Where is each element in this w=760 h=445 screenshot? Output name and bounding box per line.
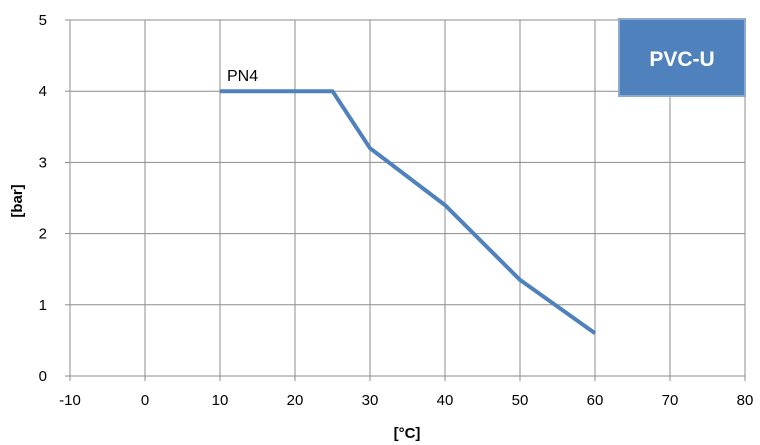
y-axis-title: [bar] — [9, 184, 26, 217]
series-labels: PN4 — [227, 68, 258, 85]
x-axis-title: [°C] — [394, 425, 421, 442]
x-tick-label: 50 — [512, 392, 529, 409]
y-tick-label: 0 — [39, 368, 47, 385]
y-tick-label: 5 — [39, 12, 47, 29]
x-tick-label: 20 — [287, 392, 304, 409]
y-tick-label: 3 — [39, 154, 47, 171]
x-tick-label: 60 — [587, 392, 604, 409]
series-line-pn4 — [220, 89, 597, 335]
material-badge-label: PVC-U — [649, 48, 714, 71]
x-tick-label: 70 — [662, 392, 679, 409]
material-badge: PVC-U — [618, 18, 746, 97]
series — [220, 89, 597, 335]
y-tick-label: 2 — [39, 226, 47, 243]
y-tick-label: 4 — [39, 83, 47, 100]
x-tick-label: -10 — [59, 392, 81, 409]
tick-labels: -10 0 10 20 30 40 50 60 70 80 0 1 2 3 4 5 — [39, 12, 754, 409]
series-label-pn4: PN4 — [227, 68, 258, 85]
material-badge-box — [618, 18, 746, 97]
grid — [65, 19, 746, 381]
x-tick-label: 0 — [141, 392, 149, 409]
x-tick-label: 80 — [737, 392, 754, 409]
x-tick-label: 30 — [362, 392, 379, 409]
x-tick-label: 40 — [437, 392, 454, 409]
x-tick-label: 10 — [212, 392, 229, 409]
y-tick-label: 1 — [39, 297, 47, 314]
